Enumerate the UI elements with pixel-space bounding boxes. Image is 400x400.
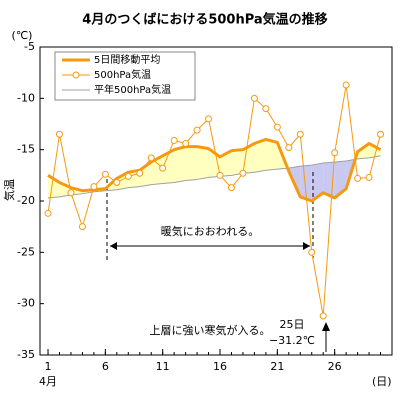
data-point xyxy=(170,136,178,144)
cold-area xyxy=(300,165,312,201)
data-point xyxy=(377,130,385,138)
legend-label: 500hPa気温 xyxy=(94,68,151,81)
x-tick-label: 11 xyxy=(156,360,170,373)
x-unit: (日) xyxy=(372,375,392,388)
data-point xyxy=(44,209,52,217)
series-line xyxy=(47,155,381,199)
data-point xyxy=(296,130,304,138)
cold-area xyxy=(334,160,347,198)
y-tick-label: -30 xyxy=(17,297,35,310)
warm-area xyxy=(174,146,186,183)
legend-label: 平年500hPa気温 xyxy=(94,83,171,96)
data-point xyxy=(205,115,213,123)
data-point xyxy=(227,184,235,192)
y-tick-label: -35 xyxy=(17,348,35,361)
y-tick-label: -10 xyxy=(17,91,35,104)
data-point xyxy=(308,248,316,256)
data-point xyxy=(365,173,373,181)
warm-area xyxy=(162,149,175,184)
x-tick-label: 1 xyxy=(45,360,52,373)
x-tick-label: 16 xyxy=(213,360,227,373)
annotation: 暖気におおわれる。 xyxy=(161,224,259,238)
series-line xyxy=(47,137,382,203)
arrow-head xyxy=(322,322,330,331)
x-tick-label: 26 xyxy=(328,360,342,373)
data-point xyxy=(101,170,109,178)
warm-area xyxy=(220,150,232,177)
data-point xyxy=(78,223,86,231)
x-tick-label: 21 xyxy=(270,360,284,373)
data-point xyxy=(285,144,293,152)
data-point xyxy=(354,174,362,182)
warm-area xyxy=(254,139,266,173)
warm-area xyxy=(242,143,255,174)
data-point xyxy=(159,164,167,172)
data-point xyxy=(55,130,63,138)
x-tick-label: 6 xyxy=(102,360,109,373)
y-label: 気温 xyxy=(2,179,16,201)
warm-area xyxy=(231,149,243,176)
warm-area xyxy=(369,143,381,158)
series-line xyxy=(47,84,382,317)
warm-area xyxy=(151,155,163,185)
data-point xyxy=(319,312,327,320)
legend-label: 5日間移動平均 xyxy=(94,53,160,66)
fill-layer xyxy=(48,139,381,201)
y-tick-label: -20 xyxy=(17,194,35,207)
warm-area xyxy=(197,146,209,180)
data-point xyxy=(239,169,247,177)
annotation: −31.2℃ xyxy=(269,334,315,347)
warm-area xyxy=(265,139,278,171)
chart-title: 4月のつくばにおける500hPa気温の推移 xyxy=(82,12,327,28)
data-point xyxy=(342,81,350,89)
data-point xyxy=(193,126,201,134)
y-unit: (℃) xyxy=(12,29,33,42)
legend-marker xyxy=(72,71,80,79)
annotation: 上層に強い寒気が入る。 xyxy=(150,323,271,337)
data-point xyxy=(124,172,132,180)
data-point xyxy=(273,123,281,131)
data-point xyxy=(113,179,121,187)
annotation: 25日 xyxy=(280,318,305,331)
y-tick-label: -25 xyxy=(17,245,35,258)
data-point xyxy=(67,189,75,197)
y-tick-label: -5 xyxy=(24,40,35,53)
data-point xyxy=(182,140,190,148)
data-point xyxy=(331,149,339,157)
data-point xyxy=(136,169,144,177)
data-point xyxy=(216,171,224,179)
warm-area xyxy=(185,146,198,181)
data-point xyxy=(250,94,258,102)
x-month: 4月 xyxy=(39,375,57,388)
data-point xyxy=(262,105,270,113)
cold-area xyxy=(311,163,324,201)
data-point xyxy=(147,154,155,162)
y-tick-label: -15 xyxy=(17,143,35,156)
data-point xyxy=(90,183,98,191)
